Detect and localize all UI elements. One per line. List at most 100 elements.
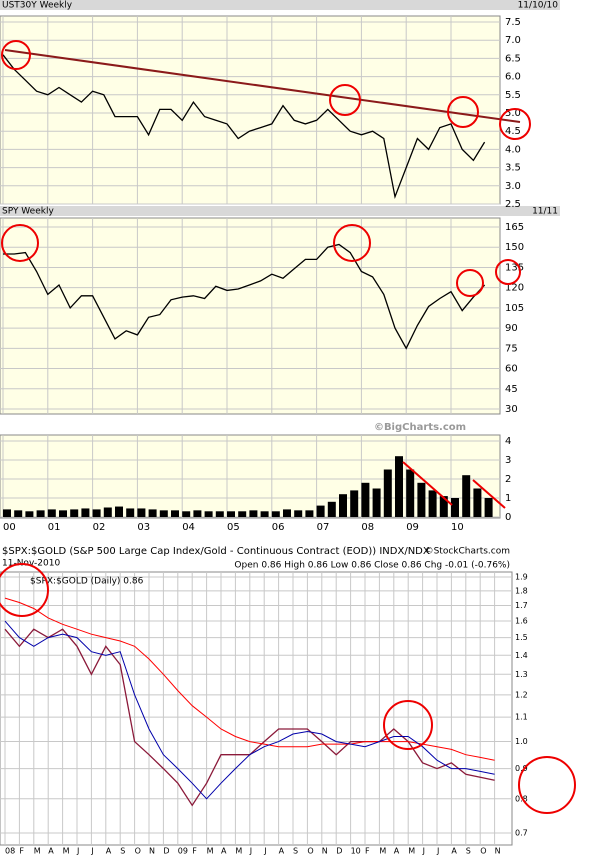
y-tick-label: 0.8 <box>515 794 528 803</box>
volume-bar <box>260 511 269 517</box>
y-tick-label: 1.1 <box>515 713 528 722</box>
x-tick-label: O <box>135 847 141 856</box>
x-tick-label: A <box>221 847 227 856</box>
x-tick-label: J <box>90 847 93 856</box>
volume-bar <box>372 488 381 517</box>
volume-bar <box>92 509 101 517</box>
volume-bar <box>327 501 336 517</box>
y-tick-label: 105 <box>505 303 524 314</box>
x-tick-label: O <box>480 847 486 856</box>
annotation <box>383 700 433 750</box>
y-tick-label: 30 <box>505 404 518 415</box>
header-bar <box>0 206 560 216</box>
volume-bar <box>148 509 157 517</box>
volume-bar <box>451 498 459 517</box>
volume-bar <box>283 509 291 517</box>
y-tick-label: 45 <box>505 384 518 395</box>
volume-bar <box>70 509 79 517</box>
y-tick-label: 135 <box>505 262 524 273</box>
plot-area <box>0 15 501 205</box>
volume-bar <box>305 510 314 517</box>
y-tick-label: 120 <box>505 283 524 294</box>
volume-bar <box>395 456 403 517</box>
legend-entry: $SPX:$GOLD (Daily) 0.86 <box>30 577 144 587</box>
x-tick-label: 08 <box>361 522 374 533</box>
volume-bar <box>227 511 235 517</box>
header-bar <box>0 0 560 10</box>
annotation <box>447 96 479 128</box>
volume-bar <box>204 511 213 517</box>
x-tick-label: 07 <box>317 522 330 533</box>
x-tick-label: J <box>436 847 439 856</box>
x-tick-label: A <box>451 847 457 856</box>
volume-bar <box>137 508 146 517</box>
x-tick-label: J <box>263 847 266 856</box>
volume-bar <box>47 509 56 517</box>
annotation <box>472 479 506 509</box>
annotation <box>495 259 521 285</box>
x-tick-label: S <box>293 847 298 856</box>
y-tick-label: 75 <box>505 343 518 354</box>
y-tick-label: 4.0 <box>505 144 521 155</box>
x-tick-label: F <box>365 847 370 856</box>
y-tick-label: 4.5 <box>505 126 521 137</box>
annotation <box>518 756 576 814</box>
y-tick-label: 1.3 <box>515 670 528 679</box>
x-tick-label: 00 <box>3 522 16 533</box>
x-tick-label: M <box>235 847 242 856</box>
volume-bar <box>3 509 11 517</box>
y-tick-label: 1.5 <box>515 633 528 642</box>
y-tick-label: 1 <box>505 493 511 504</box>
x-tick-label: 09 <box>406 522 419 533</box>
x-tick-label: 02 <box>93 522 106 533</box>
volume-bar <box>271 511 280 517</box>
y-tick-label: 0 <box>505 512 511 523</box>
x-tick-label: A <box>279 847 285 856</box>
y-tick-label: 2 <box>505 474 511 485</box>
plot-area <box>0 217 501 415</box>
y-tick-label: 2.5 <box>505 199 521 210</box>
x-tick-label: M <box>379 847 386 856</box>
annotation <box>1 224 39 262</box>
x-tick-label: F <box>19 847 24 856</box>
y-tick-label: 0.7 <box>515 829 528 838</box>
credit: ©BigCharts.com <box>374 422 466 433</box>
y-tick-label: 3.5 <box>505 163 521 174</box>
annotation <box>1 40 31 70</box>
volume-bar <box>115 506 123 517</box>
volume-bar <box>361 482 370 517</box>
y-tick-label: 6.0 <box>505 72 521 83</box>
volume-bar <box>473 488 482 517</box>
volume-bar <box>383 469 392 517</box>
volume-bar <box>462 475 471 517</box>
annotation <box>333 224 371 262</box>
volume-bar <box>428 490 437 517</box>
y-tick-label: 4 <box>505 436 511 447</box>
x-tick-label: F <box>192 847 197 856</box>
y-tick-label: 3.0 <box>505 181 521 192</box>
date: 11-Nov-2010 <box>2 559 60 569</box>
chart-title: UST30Y Weekly <box>2 1 73 11</box>
x-tick-label: M <box>34 847 41 856</box>
volume-bar <box>159 510 168 517</box>
x-tick-label: J <box>249 847 252 856</box>
volume-bar <box>339 494 347 517</box>
x-tick-label: 05 <box>227 522 240 533</box>
x-tick-label: N <box>495 847 501 856</box>
y-tick-label: 1.9 <box>515 573 528 582</box>
volume-bar <box>316 505 325 517</box>
x-tick-label: 06 <box>272 522 285 533</box>
volume-bar <box>249 510 258 517</box>
annotation <box>0 563 49 617</box>
x-tick-label: 03 <box>137 522 150 533</box>
x-tick-label: A <box>394 847 400 856</box>
annotation <box>402 461 453 506</box>
chart-title: $SPX:$GOLD (S&P 500 Large Cap Index/Gold… <box>2 546 430 557</box>
x-tick-label: J <box>422 847 425 856</box>
x-tick-label: A <box>48 847 54 856</box>
x-tick-label: 01 <box>48 522 61 533</box>
x-tick-label: M <box>408 847 415 856</box>
data-line <box>3 243 486 350</box>
x-tick-label: D <box>336 847 342 856</box>
